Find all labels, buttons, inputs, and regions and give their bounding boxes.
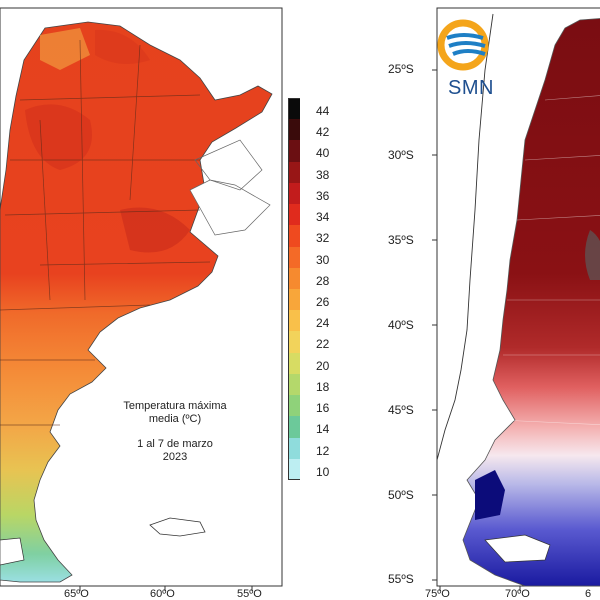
right-axis-ticks: [432, 69, 521, 591]
tierra-del-fuego-chile: [0, 537, 25, 566]
extreme-anomaly-core: [585, 230, 600, 280]
legend-tick-label: 34: [316, 210, 330, 225]
right-lon-label-partial: 6: [585, 588, 592, 600]
left-lon-label-60: 60ºO: [150, 588, 175, 600]
tierra-del-fuego-right: [484, 534, 551, 563]
legend-tick-label: 28: [316, 273, 330, 288]
lat-label-40s: 40ºS: [388, 318, 414, 332]
lat-label-45s: 45ºS: [388, 403, 414, 417]
caption-unit: media (ºC): [148, 413, 202, 425]
legend-tick-label: 36: [316, 188, 330, 203]
hot-core-center: [120, 207, 190, 253]
smn-logo-text: SMN: [448, 77, 494, 99]
caption-year: 2023: [162, 451, 188, 463]
cooler-puna: [40, 28, 90, 70]
legend-tick-label: 38: [316, 167, 330, 182]
chile-coastline: [436, 13, 494, 560]
argentina-anomaly-region: [462, 18, 600, 587]
legend-tick-label: 32: [316, 231, 330, 246]
cold-anomaly-core: [475, 470, 505, 520]
hot-core-north: [95, 29, 150, 64]
left-temperature-map: 65ºO 60ºO 55ºO Temperatura máxima media …: [0, 7, 283, 600]
left-map-canvas: [0, 7, 283, 591]
lat-label-25s: 25ºS: [388, 62, 414, 76]
lat-label-55s: 55ºS: [388, 572, 414, 586]
legend-tick-label: 24: [316, 316, 330, 331]
lat-label-50s: 50ºS: [388, 488, 414, 502]
map-caption: Temperatura máxima media (ºC) 1 al 7 de …: [100, 400, 250, 464]
legend-tick-label: 42: [316, 125, 330, 140]
legend-tick-labels: 44 42 40 38 36 34 32 30 28 26 24 22 20 18 16 14 12 10: [288, 98, 330, 480]
left-lon-label-65: 65ºO: [64, 588, 89, 600]
legend-tick-label: 26: [316, 295, 330, 309]
province-borders: [0, 39, 211, 426]
legend-tick-label: 10: [316, 464, 330, 479]
legend-tick-label: 18: [316, 379, 330, 394]
right-lon-label-75: 75ºO: [425, 588, 450, 600]
lat-label-35s: 35ºS: [388, 233, 414, 247]
legend-tick-label: 40: [316, 146, 330, 161]
lat-label-30s: 30ºS: [388, 148, 414, 162]
right-lon-label-70: 70ºO: [505, 588, 530, 600]
legend-tick-label: 44: [316, 104, 330, 118]
panel-gap: [300, 0, 310, 600]
legend-tick-label: 20: [316, 358, 330, 373]
right-map-canvas: [432, 7, 600, 591]
left-lon-label-55: 55ºO: [237, 588, 262, 600]
legend-tick-label: 22: [316, 337, 330, 352]
legend-tick-label: 30: [316, 252, 330, 267]
malvinas-islands: [149, 517, 206, 537]
caption-date-range: 1 al 7 de marzo: [137, 438, 213, 450]
brazil-border: [194, 139, 263, 191]
right-anomaly-map: [375, 0, 600, 600]
legend-tick-label: 16: [316, 401, 330, 416]
right-province-borders: [499, 95, 600, 425]
smn-logo-icon: [437, 19, 489, 71]
legend-tick-label: 12: [316, 443, 330, 458]
left-axis-ticks: [79, 586, 253, 591]
legend-tick-label: 14: [316, 422, 330, 437]
caption-title: Temperatura máxima: [123, 400, 227, 412]
